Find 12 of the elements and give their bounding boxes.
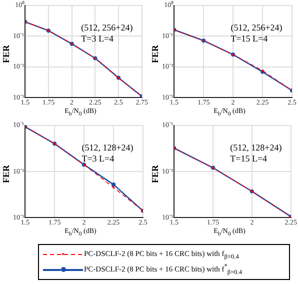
annotation: (512, 128+24) — [230, 142, 282, 153]
annotation: (512, 256+24) — [230, 22, 282, 33]
y-axis-title: FER — [1, 165, 11, 183]
y-axis-title: FER — [150, 165, 160, 183]
y-axis-title: FER — [1, 45, 11, 63]
annotation: T=15 L=4 — [230, 154, 268, 164]
annotation: (512, 256+24) — [81, 22, 133, 33]
annotation: T=3 L=4 — [82, 154, 115, 164]
annotation: T=3 L=4 — [81, 34, 114, 44]
annotation: T=15 L=4 — [230, 34, 268, 44]
annotation: (512, 128+24) — [82, 142, 134, 153]
y-axis-title: FER — [150, 45, 160, 63]
